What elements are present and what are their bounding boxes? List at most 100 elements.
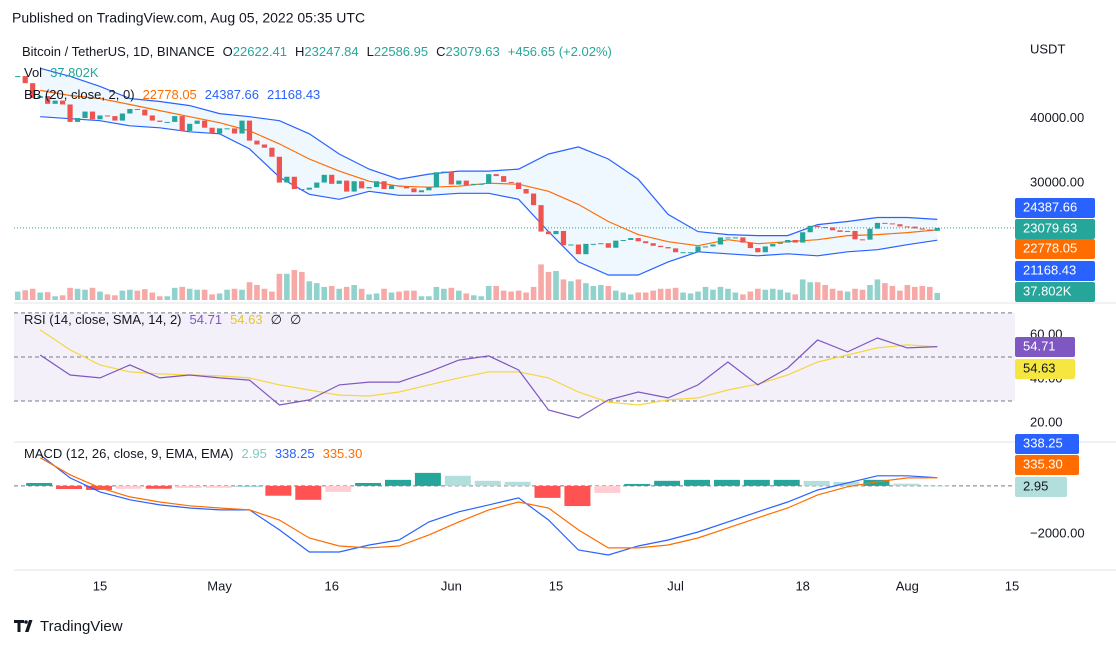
candle	[934, 227, 940, 231]
candle	[157, 120, 163, 122]
candle	[770, 243, 776, 247]
volume-bar	[897, 290, 903, 300]
candle	[172, 116, 178, 122]
candle	[456, 180, 462, 185]
macd-histogram-bar	[414, 472, 441, 486]
candle	[650, 243, 656, 246]
volume-bar	[284, 273, 290, 300]
volume-bar	[523, 292, 529, 300]
volume-bar	[740, 294, 746, 300]
ohlc-key: O	[223, 44, 233, 59]
volume-bar	[904, 285, 911, 300]
candle	[575, 244, 582, 255]
legend-value: 335.30	[323, 446, 363, 461]
currency-label: USDT	[1030, 41, 1065, 56]
volume-bar	[37, 292, 43, 300]
volume-bar	[665, 288, 671, 300]
price-tag	[1015, 198, 1095, 218]
volume-bar	[351, 285, 357, 300]
candle	[560, 230, 567, 246]
volume-bar	[837, 290, 843, 300]
volume-bar	[799, 279, 806, 300]
volume-bar	[717, 286, 724, 300]
macd-histogram-bar	[235, 485, 262, 487]
volume-bar	[261, 288, 268, 300]
legend-name: MACD (12, 26, close, 9, EMA, EMA)	[24, 446, 234, 461]
volume-bar	[313, 283, 320, 300]
candle	[403, 186, 410, 189]
rsi-tag-label: 54.63	[1023, 360, 1056, 375]
candle	[396, 185, 402, 187]
candle	[187, 123, 193, 131]
volume-bar	[725, 288, 731, 300]
volume-bar	[859, 289, 866, 300]
candle	[523, 189, 529, 194]
volume-bar	[358, 288, 365, 300]
volume-bar	[388, 292, 395, 300]
macd-histogram-bar	[713, 479, 740, 486]
volume-bar	[769, 288, 776, 300]
volume-bar	[82, 289, 88, 300]
candle	[216, 128, 223, 134]
candle	[231, 128, 238, 134]
volume-bar	[328, 285, 335, 300]
volume-bar	[201, 289, 208, 300]
candle	[673, 248, 679, 253]
candle	[22, 76, 28, 84]
volume-bar	[605, 285, 612, 300]
macd-legend: MACD (12, 26, close, 9, EMA, EMA) 2.95 338…	[24, 446, 362, 461]
candle	[501, 176, 507, 182]
candle	[471, 183, 477, 186]
volume-bar	[919, 285, 926, 300]
volume-bar	[844, 291, 851, 300]
candle	[97, 115, 103, 120]
volume-bar	[650, 290, 656, 300]
x-tick-label: Jul	[667, 578, 684, 593]
y-tick-label: 40000.00	[1030, 110, 1084, 125]
volume-bar	[366, 294, 372, 300]
candle	[882, 222, 888, 224]
volume-bar	[500, 290, 507, 300]
bb-lower-line	[40, 116, 938, 276]
candle	[695, 246, 701, 253]
volume-bar	[792, 294, 799, 300]
macd-histogram-bar	[923, 485, 950, 487]
volume-bar	[612, 290, 619, 300]
rsi-tag-label: 54.71	[1023, 338, 1056, 353]
candle	[777, 242, 783, 244]
candle	[590, 243, 596, 245]
volume-bar	[142, 289, 148, 300]
macd-tag-label: 338.25	[1023, 435, 1063, 450]
volume-bar	[732, 292, 739, 300]
macd-histogram-bar	[773, 479, 800, 486]
x-tick-label: 16	[324, 578, 338, 593]
ohlc-key: C	[436, 44, 445, 59]
volume-bar	[807, 282, 813, 300]
volume-bar	[127, 289, 133, 300]
volume-bar	[179, 286, 186, 300]
published-note: Published on TradingView.com, Aug 05, 20…	[12, 10, 365, 26]
rsi-line	[39, 337, 938, 419]
candle	[164, 121, 170, 123]
candle	[299, 189, 305, 191]
volume-bar	[29, 288, 36, 300]
legend-value: 338.25	[275, 446, 315, 461]
candle	[276, 156, 282, 183]
volume-bar	[456, 290, 462, 300]
volume-bar	[867, 285, 873, 300]
candle	[388, 185, 395, 190]
volume-bar	[620, 292, 627, 300]
candle	[919, 228, 925, 230]
volume-bar	[14, 291, 21, 300]
volume-bar	[299, 271, 305, 300]
volume-bar	[642, 292, 649, 300]
rsi-tag	[1015, 359, 1075, 379]
macd-histogram-bar	[265, 485, 292, 496]
volume-bar	[336, 288, 342, 300]
macd-histogram-bar	[175, 485, 202, 489]
volume-bar	[478, 296, 485, 300]
candle	[553, 230, 559, 235]
volume-bar	[508, 291, 514, 300]
macd-histogram-bar	[504, 481, 531, 486]
